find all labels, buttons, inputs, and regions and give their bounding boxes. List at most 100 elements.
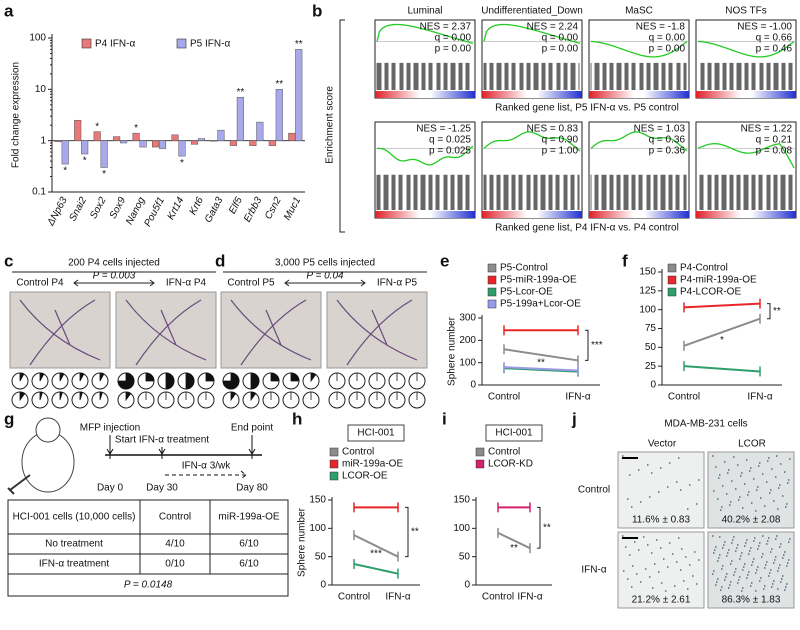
x-tick-label: Sox2 <box>88 195 109 221</box>
y-tick-label: 150 <box>639 267 656 278</box>
photo <box>115 291 217 369</box>
es-curve <box>483 23 581 45</box>
axis <box>331 497 420 586</box>
legend-label: P4-miR-199a-OE <box>680 275 757 286</box>
series-line <box>353 563 399 575</box>
barcode <box>483 174 580 210</box>
percent-label: 40.2% ± 2.08 <box>722 515 781 526</box>
legend-swatch <box>329 471 339 481</box>
gsea-stat: NES = -1.25 <box>416 124 471 135</box>
x-tick-label: Snai2 <box>67 195 89 223</box>
rank-strip <box>375 91 475 98</box>
gsea-stat: q = 0.025 <box>429 135 471 146</box>
pie-wedge <box>185 372 195 390</box>
group-label: Control P4 <box>16 278 64 289</box>
table-footer: P = 0.0148 <box>124 580 173 591</box>
significance: * <box>83 156 87 167</box>
group-label: Control P5 <box>227 278 275 289</box>
axis <box>51 34 305 193</box>
y-tick-label: 0.1 <box>32 187 46 198</box>
day-label: Day 80 <box>236 483 268 494</box>
x-tick-label: Krt14 <box>166 195 187 222</box>
x-tick-label: IFN-α <box>517 592 542 603</box>
barcode <box>590 174 687 210</box>
y-tick-label: 0 <box>320 580 326 591</box>
table-header: miR-199a-OE <box>218 512 279 523</box>
table-cell: 6/10 <box>239 539 259 550</box>
photo-detail <box>622 455 700 510</box>
bar <box>210 140 218 142</box>
bar <box>229 140 237 146</box>
axis <box>481 315 600 386</box>
bar <box>288 132 296 141</box>
bar <box>197 138 205 141</box>
gsea-stat: q = 0.00 <box>542 33 579 44</box>
legend-swatch <box>487 263 497 273</box>
significance: * <box>102 169 106 180</box>
legend-label: miR-199a-OE <box>342 459 403 470</box>
es-curve <box>590 40 688 58</box>
day-label: Day 0 <box>97 483 124 494</box>
es-curve <box>697 142 795 169</box>
significance: * <box>134 123 138 134</box>
series-line <box>503 366 579 372</box>
pie-wedge <box>79 372 85 382</box>
bar <box>61 140 69 165</box>
gsea-stat: p = 0.36 <box>649 146 686 157</box>
significance: ** <box>236 87 244 98</box>
plot-frame <box>481 19 583 99</box>
panel-title: 200 P4 cells injected <box>68 258 160 269</box>
significance: ** <box>537 357 545 368</box>
gsea-stat: q = 0.00 <box>649 33 686 44</box>
caption: Ranked gene list, P4 IFN-α vs. P4 contro… <box>495 223 679 234</box>
panel-letter: g <box>4 409 14 428</box>
legend-swatch <box>475 447 485 457</box>
y-tick-label: 50 <box>645 342 657 353</box>
pie-wedge <box>59 372 65 382</box>
percent-label: 86.3% ± 1.83 <box>722 595 781 606</box>
rank-strip <box>696 211 796 218</box>
pie-wedge <box>39 372 45 382</box>
significance: * <box>95 121 99 132</box>
panel-letter: c <box>4 251 13 270</box>
plot-title: MaSC <box>625 6 653 17</box>
day-label: Day 30 <box>146 483 178 494</box>
photo <box>617 531 705 609</box>
table-cell: No treatment <box>45 539 103 550</box>
pie-wedge <box>205 372 215 382</box>
syringe <box>7 474 31 495</box>
table-frame <box>7 499 289 597</box>
pie-wedge <box>250 372 260 390</box>
barcode <box>376 62 470 90</box>
photo-detail <box>622 535 700 592</box>
bar <box>132 132 140 141</box>
bar <box>74 119 82 141</box>
photo <box>617 451 705 529</box>
chart-title: HCI-001 <box>357 428 395 439</box>
significance: ** <box>510 543 518 554</box>
x-tick-label: Control <box>338 592 370 603</box>
pie-wedge <box>145 372 155 382</box>
photo-detail <box>712 455 791 512</box>
barcode <box>483 62 580 90</box>
gsea-stat: p = 0.025 <box>429 146 471 157</box>
legend-swatch <box>667 263 677 273</box>
y-tick-label: 10 <box>35 84 47 95</box>
barcode <box>699 174 793 210</box>
bar <box>217 129 225 141</box>
legend-label: P4-Control <box>680 263 728 274</box>
plot-title: Luminal <box>407 6 442 17</box>
plot-frame <box>588 19 690 99</box>
bar <box>256 121 264 141</box>
bar <box>139 140 147 148</box>
pie-wedge <box>59 391 63 401</box>
pie-wedge <box>310 372 317 383</box>
title-box <box>347 424 405 442</box>
x-tick-label: Sox9 <box>108 195 129 221</box>
plot-title: Undifferentiated_Down <box>481 6 583 17</box>
y-tick-label: 125 <box>639 285 656 296</box>
significance: ** <box>275 79 283 90</box>
panel-title: MDA-MB-231 cells <box>664 419 747 430</box>
row-label: IFN-α <box>581 565 606 576</box>
x-tick-label: IFN-α <box>747 392 772 403</box>
